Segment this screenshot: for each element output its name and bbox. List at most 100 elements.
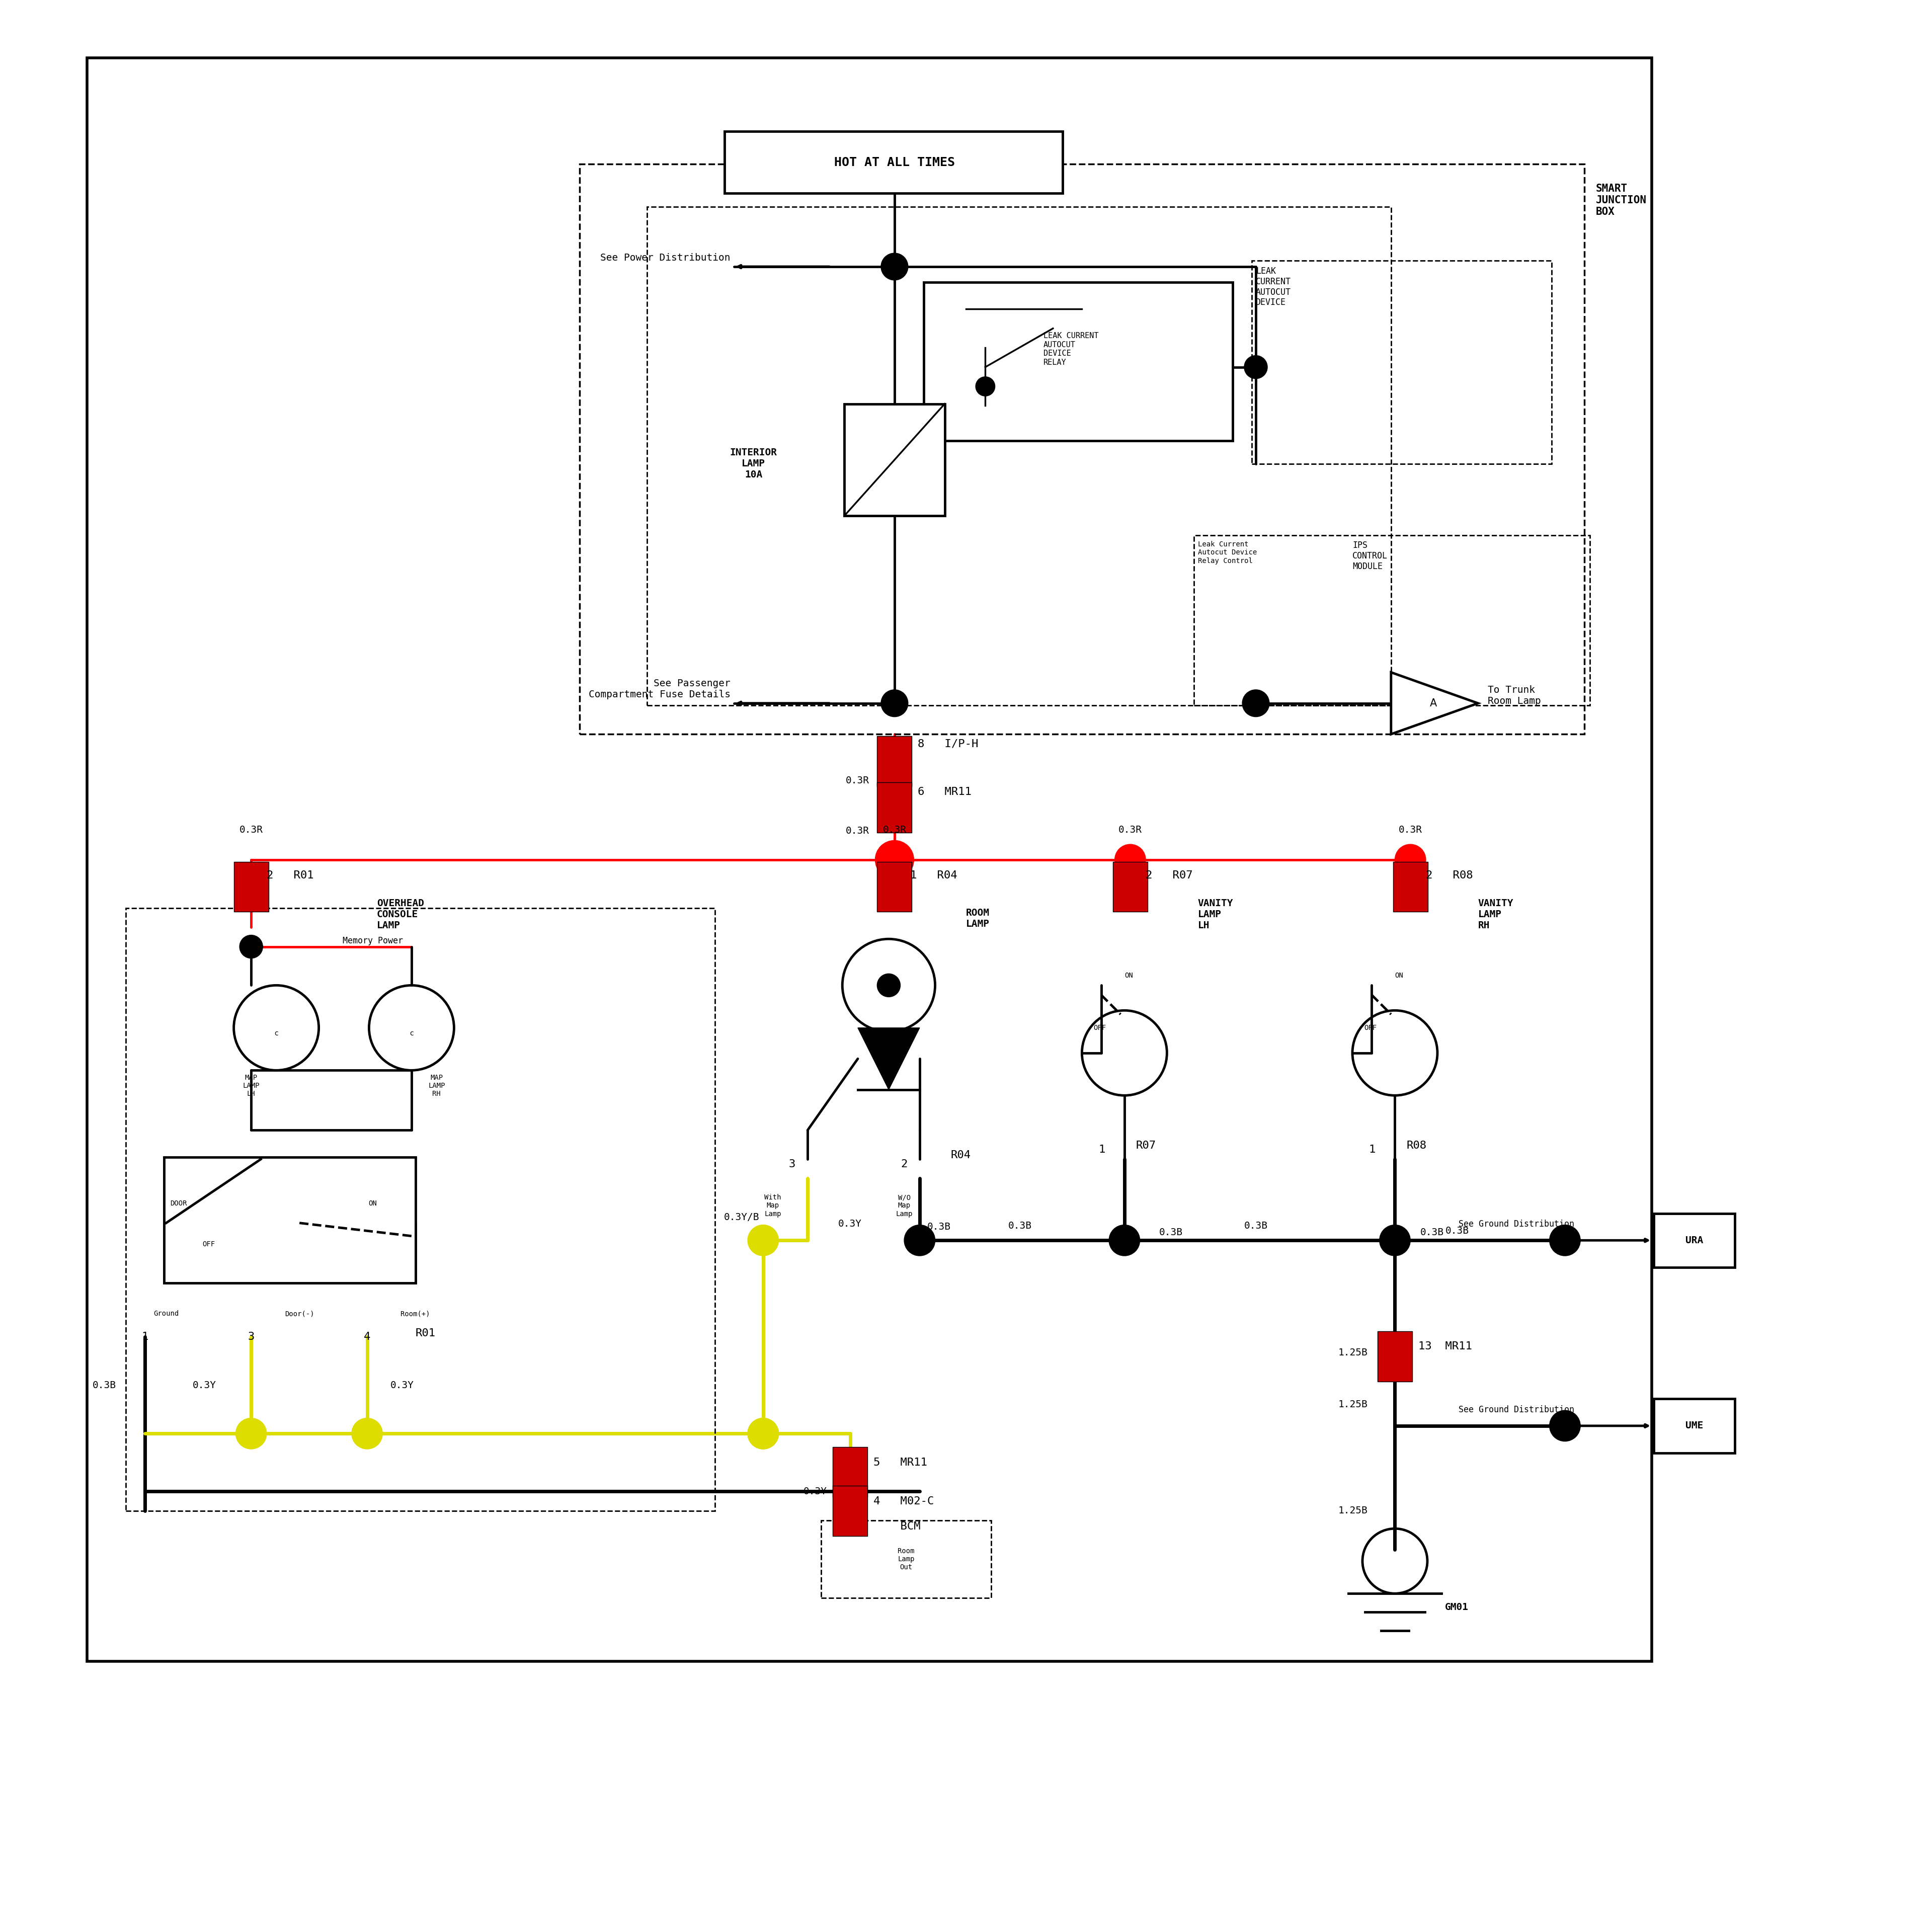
- Text: 0.3B: 0.3B: [1244, 1221, 1267, 1231]
- Text: 0.3Y: 0.3Y: [838, 1219, 862, 1229]
- Text: INTERIOR
LAMP
10A: INTERIOR LAMP 10A: [730, 448, 777, 479]
- Circle shape: [1549, 1410, 1580, 1441]
- FancyBboxPatch shape: [1654, 1213, 1735, 1267]
- Text: OFF: OFF: [1094, 1024, 1107, 1032]
- Text: 1.25B: 1.25B: [1339, 1507, 1368, 1515]
- Text: 2: 2: [900, 1159, 908, 1169]
- Text: 0.3Y: 0.3Y: [193, 1381, 216, 1389]
- Text: 0.3R: 0.3R: [846, 777, 869, 784]
- Text: ON: ON: [1124, 972, 1132, 980]
- Text: OFF: OFF: [1364, 1024, 1378, 1032]
- Text: Memory Power: Memory Power: [342, 937, 404, 945]
- Text: 1.25B: 1.25B: [1339, 1349, 1368, 1356]
- Text: c: c: [274, 1030, 278, 1037]
- Text: With
Map
Lamp: With Map Lamp: [765, 1194, 781, 1217]
- FancyBboxPatch shape: [1654, 1399, 1735, 1453]
- Text: URA: URA: [1685, 1236, 1704, 1244]
- Text: 13  MR11: 13 MR11: [1418, 1341, 1472, 1352]
- FancyBboxPatch shape: [164, 1157, 415, 1283]
- Text: 0.3Y: 0.3Y: [390, 1381, 413, 1389]
- Text: 4   M02-C: 4 M02-C: [873, 1495, 933, 1507]
- Circle shape: [881, 690, 908, 717]
- Text: LEAK
CURRENT
AUTOCUT
DEVICE: LEAK CURRENT AUTOCUT DEVICE: [1256, 267, 1291, 307]
- Circle shape: [1115, 844, 1146, 875]
- Text: c: c: [410, 1030, 413, 1037]
- Text: See Power Distribution: See Power Distribution: [601, 253, 730, 263]
- Text: VANITY
LAMP
LH: VANITY LAMP LH: [1198, 898, 1233, 929]
- Circle shape: [879, 844, 910, 875]
- Text: Door(-): Door(-): [284, 1310, 315, 1318]
- FancyBboxPatch shape: [725, 131, 1063, 193]
- Text: 0.3B: 0.3B: [1445, 1227, 1468, 1235]
- Circle shape: [240, 935, 263, 958]
- Text: 3: 3: [247, 1331, 255, 1343]
- Circle shape: [236, 1418, 267, 1449]
- Text: 0.3B: 0.3B: [93, 1381, 116, 1389]
- Text: HOT AT ALL TIMES: HOT AT ALL TIMES: [835, 156, 954, 168]
- Text: See Ground Distribution: See Ground Distribution: [1459, 1219, 1575, 1229]
- FancyBboxPatch shape: [234, 862, 269, 912]
- Circle shape: [1395, 844, 1426, 875]
- Circle shape: [1109, 1225, 1140, 1256]
- Text: 6   MR11: 6 MR11: [918, 786, 972, 798]
- Text: Room(+): Room(+): [400, 1310, 431, 1318]
- Text: 1.25B: 1.25B: [1339, 1401, 1368, 1408]
- Circle shape: [352, 1418, 383, 1449]
- Text: 8   I/P-H: 8 I/P-H: [918, 738, 978, 750]
- Text: VANITY
LAMP
RH: VANITY LAMP RH: [1478, 898, 1513, 929]
- FancyBboxPatch shape: [1378, 1331, 1412, 1381]
- Text: 2   R07: 2 R07: [1146, 869, 1192, 881]
- Text: 1: 1: [141, 1331, 149, 1343]
- Circle shape: [1242, 690, 1269, 717]
- FancyBboxPatch shape: [923, 282, 1233, 440]
- Text: 1: 1: [1099, 1144, 1105, 1155]
- Text: 0.3R: 0.3R: [1119, 825, 1142, 835]
- Circle shape: [748, 1418, 779, 1449]
- FancyBboxPatch shape: [1393, 862, 1428, 912]
- Text: 2   R01: 2 R01: [267, 869, 313, 881]
- Text: ON: ON: [369, 1200, 377, 1208]
- FancyBboxPatch shape: [833, 1447, 867, 1497]
- FancyBboxPatch shape: [877, 736, 912, 786]
- FancyBboxPatch shape: [844, 404, 945, 516]
- Text: 1   R04: 1 R04: [910, 869, 956, 881]
- Text: IPS
CONTROL
MODULE: IPS CONTROL MODULE: [1352, 541, 1387, 572]
- Text: See Ground Distribution: See Ground Distribution: [1459, 1405, 1575, 1414]
- Text: R04: R04: [951, 1150, 970, 1161]
- Text: OFF: OFF: [203, 1240, 214, 1248]
- Text: 0.3B: 0.3B: [1159, 1229, 1182, 1236]
- Polygon shape: [858, 1028, 920, 1090]
- Circle shape: [1244, 355, 1267, 379]
- Text: 0.3Y/B: 0.3Y/B: [725, 1213, 759, 1221]
- Text: To Trunk
Room Lamp: To Trunk Room Lamp: [1488, 686, 1542, 705]
- Circle shape: [904, 1225, 935, 1256]
- Text: MAP
LAMP
LH: MAP LAMP LH: [243, 1074, 259, 1097]
- FancyBboxPatch shape: [1113, 862, 1148, 912]
- Text: 0.3R: 0.3R: [1399, 825, 1422, 835]
- Circle shape: [1379, 1225, 1410, 1256]
- FancyBboxPatch shape: [833, 1486, 867, 1536]
- Text: 1: 1: [1370, 1144, 1376, 1155]
- Text: OVERHEAD
CONSOLE
LAMP: OVERHEAD CONSOLE LAMP: [377, 898, 423, 929]
- Text: ROOM
LAMP: ROOM LAMP: [966, 908, 989, 929]
- Text: 3: 3: [788, 1159, 796, 1169]
- Text: R01: R01: [415, 1327, 435, 1339]
- Text: Room
Lamp
Out: Room Lamp Out: [898, 1548, 914, 1571]
- FancyBboxPatch shape: [877, 782, 912, 833]
- Polygon shape: [1391, 672, 1478, 734]
- Text: SMART
JUNCTION
BOX: SMART JUNCTION BOX: [1596, 184, 1646, 216]
- Text: 5   MR11: 5 MR11: [873, 1457, 927, 1468]
- Circle shape: [1549, 1225, 1580, 1256]
- Text: 4: 4: [363, 1331, 371, 1343]
- Circle shape: [748, 1418, 779, 1449]
- Text: Ground: Ground: [153, 1310, 180, 1318]
- Text: MAP
LAMP
RH: MAP LAMP RH: [429, 1074, 444, 1097]
- Text: 2   R08: 2 R08: [1426, 869, 1472, 881]
- Text: R07: R07: [1136, 1140, 1155, 1151]
- Text: A: A: [1430, 697, 1437, 709]
- Text: Leak Current
Autocut Device
Relay Control: Leak Current Autocut Device Relay Contro…: [1198, 541, 1258, 564]
- Text: 0.3R: 0.3R: [846, 827, 869, 835]
- FancyBboxPatch shape: [877, 862, 912, 912]
- Text: 0.3R: 0.3R: [883, 825, 906, 835]
- Text: BCM: BCM: [873, 1520, 920, 1532]
